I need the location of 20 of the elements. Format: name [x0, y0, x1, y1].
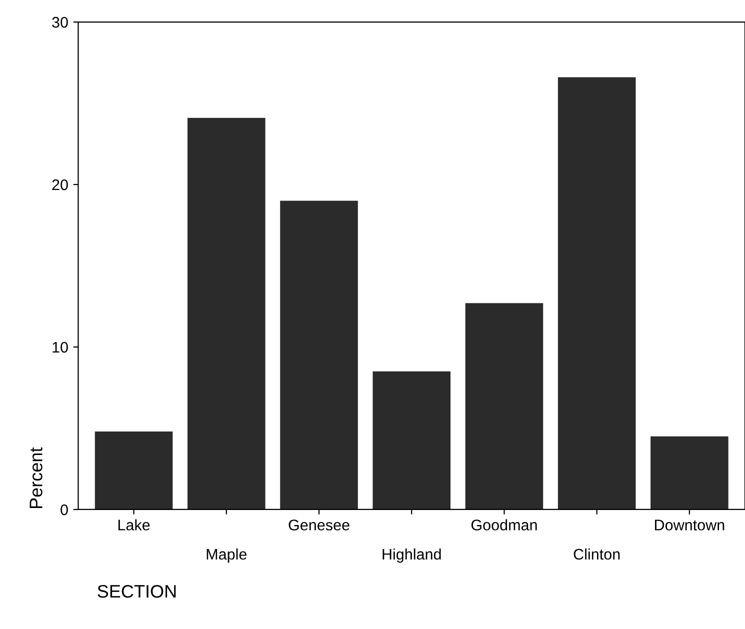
x-tick-label: Highland: [382, 548, 441, 563]
y-tick-label: 10: [52, 342, 68, 353]
x-tick-label: Genesee: [288, 520, 350, 530]
x-tick-label: Lake: [118, 519, 150, 530]
y-tick-label: 30: [52, 16, 68, 28]
x-axis-title: SECTION: [98, 584, 176, 598]
y-tick-label: 20: [52, 179, 68, 190]
bar: [465, 303, 544, 510]
bar: [280, 200, 358, 510]
x-tick-label: Maple: [206, 548, 247, 563]
bar: [372, 371, 451, 510]
x-tick-label: Downtown: [655, 520, 724, 530]
y-tick-label: 0: [60, 504, 68, 516]
bar: [94, 431, 173, 510]
bar: [558, 77, 636, 510]
y-axis-title: Percent: [30, 447, 42, 508]
x-tick-label: Goodman: [471, 519, 537, 530]
bar: [188, 118, 266, 510]
x-tick-label: Clinton: [574, 548, 620, 560]
bar: [650, 436, 728, 510]
